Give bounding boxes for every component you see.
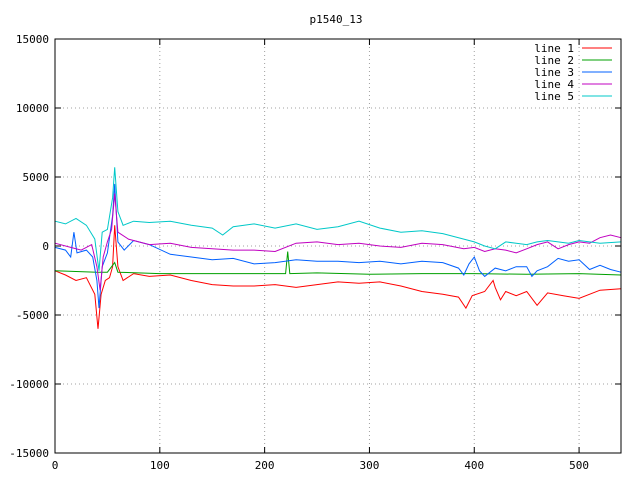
x-tick-label: 500 bbox=[569, 459, 589, 472]
legend-label-1: line 1 bbox=[534, 42, 574, 55]
legend-label-2: line 2 bbox=[534, 54, 574, 67]
y-tick-label: 0 bbox=[42, 240, 49, 253]
series-line-3 bbox=[54, 183, 622, 309]
legend-label-4: line 4 bbox=[534, 78, 574, 91]
legend-label-3: line 3 bbox=[534, 66, 574, 79]
y-tick-label: 15000 bbox=[16, 33, 49, 46]
series-line-5 bbox=[54, 167, 622, 271]
series-line-1 bbox=[54, 225, 622, 329]
y-tick-label: 10000 bbox=[16, 102, 49, 115]
series-line-2 bbox=[54, 251, 622, 276]
y-tick-label: -15000 bbox=[9, 447, 49, 460]
x-tick-label: 0 bbox=[52, 459, 59, 472]
legend-label-5: line 5 bbox=[534, 90, 574, 103]
tick-labels: 0 100 200 300 400 500 -15000 -10000 -5000 0 5000 10… bbox=[9, 33, 589, 472]
plot-frame bbox=[54, 38, 622, 454]
x-tick-label: 100 bbox=[150, 459, 170, 472]
y-tick-label: -5000 bbox=[16, 309, 49, 322]
x-tick-label: 400 bbox=[464, 459, 484, 472]
series-group bbox=[54, 167, 622, 329]
y-tick-label: 5000 bbox=[23, 171, 50, 184]
x-tick-label: 200 bbox=[255, 459, 275, 472]
y-tick-label: -10000 bbox=[9, 378, 49, 391]
grid bbox=[55, 39, 621, 453]
chart-title: p1540_13 bbox=[310, 13, 363, 26]
x-tick-label: 300 bbox=[360, 459, 380, 472]
series-line-4 bbox=[54, 193, 622, 291]
